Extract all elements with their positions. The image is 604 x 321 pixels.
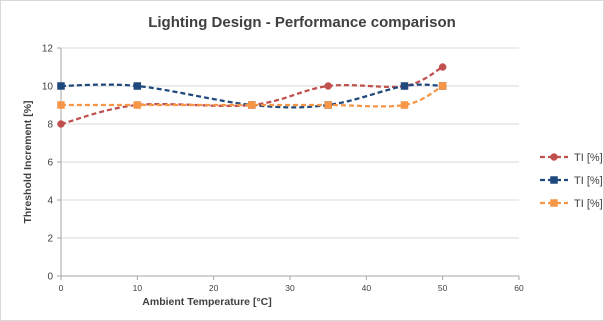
legend-marker [550,176,558,184]
x-tick-label: 20 [209,283,219,293]
x-axis-title: Ambient Temperature [°C] [142,296,271,308]
series-2-point [400,82,409,90]
series-1-point [57,120,65,128]
legend: TI [%] TI [%] TI [%] [540,152,603,210]
legend-item-2: TI [%] [540,175,603,187]
y-tick-label: 6 [47,158,53,169]
series-3-point [57,101,65,109]
series-3-point [133,101,142,109]
legend-item-1: TI [%] [540,152,603,164]
series-1 [57,63,447,128]
series-1-line [60,65,444,126]
series-3-point [438,82,447,90]
series-layer [57,63,447,128]
x-tick-label: 40 [362,283,372,293]
series-3-point [248,101,256,109]
y-tick-label: 0 [47,272,53,283]
y-tick-label: 2 [47,234,53,245]
legend-marker [550,153,558,161]
series-1-point [438,63,447,71]
series-2-point [57,82,65,90]
chart-title: Lighting Design - Performance comparison [148,14,456,31]
y-tick-label: 8 [47,120,53,131]
axes [57,47,520,280]
y-tick-label: 4 [47,196,53,207]
x-tick-labels: 0 10 20 30 40 50 60 [59,283,524,293]
x-tick-label: 50 [438,283,448,293]
y-axis-title: Threshold Increment [%] [22,100,34,223]
y-tick-label: 12 [42,44,54,55]
legend-label: TI [%] [574,175,603,187]
x-tick-label: 60 [514,283,524,293]
series-1-point [324,82,332,90]
legend-item-3: TI [%] [540,198,603,210]
series-3-line [60,84,444,108]
legend-marker [550,199,558,207]
y-tick-labels: 0 2 4 6 8 10 12 [42,44,54,283]
series-3-point [324,101,332,109]
legend-label: TI [%] [574,152,603,164]
legend-label: TI [%] [574,198,603,210]
gridlines [61,47,519,239]
x-tick-label: 0 [59,283,64,293]
series-3-point [400,101,409,109]
series-2-point [133,82,142,90]
series-3 [57,82,447,109]
x-tick-label: 30 [285,283,295,293]
y-tick-label: 10 [42,82,54,93]
x-tick-label: 10 [133,283,143,293]
